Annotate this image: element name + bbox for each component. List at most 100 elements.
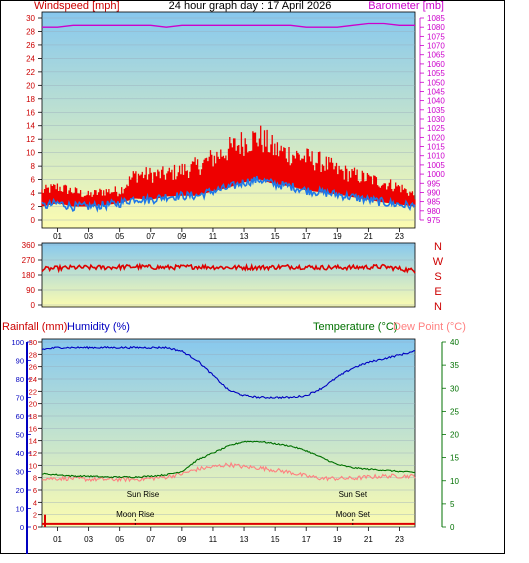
dewpoint-line	[41, 461, 416, 483]
compass-label: N	[434, 301, 442, 313]
rain-tick-label: 10	[29, 461, 37, 470]
direction-tick-label: 360	[22, 241, 36, 250]
wind-tick-label: 0	[31, 216, 36, 225]
climate-annotations: Sun Rise Sun Set Moon Rise Moon Set	[116, 490, 371, 527]
wind-tick-label: 26	[26, 41, 35, 50]
hour-tick-label: 07	[146, 232, 155, 241]
hour-tick-label: 19	[333, 535, 342, 544]
wind-tick-label: 12	[26, 135, 35, 144]
rain-tick-label: 2	[33, 511, 37, 520]
wind-tick-label: 2	[31, 203, 36, 212]
direction-tick-label: 0	[31, 301, 36, 310]
wind-tick-label: 24	[26, 54, 35, 63]
temperature-tick-label: 30	[450, 384, 459, 393]
wind-tick-label: 6	[31, 176, 36, 185]
barometer-tick-label: 1020	[427, 133, 445, 142]
wind-tick-label: 10	[26, 149, 35, 158]
windspeed-axis-title: Windspeed [mph]	[34, 0, 120, 12]
wind-hour-ticks: 01 03 05 07 09 11 13 15 17 19 21 23	[53, 228, 404, 241]
climate-hour-ticks: 01 03 05 07 09 11 13 15 17 19 21 23	[53, 527, 404, 544]
temperature-tick-label: 40	[450, 338, 459, 347]
hour-tick-label: 03	[84, 535, 93, 544]
rain-tick-label: 16	[29, 424, 37, 433]
humidity-tick-label: 70	[16, 394, 24, 403]
humidity-tick-label: 40	[16, 449, 24, 458]
barometer-tick-label: 1085	[427, 14, 445, 23]
barometer-tick-label: 1015	[427, 143, 445, 152]
barometer-tick-label: 1065	[427, 51, 445, 60]
hour-tick-label: 21	[364, 535, 373, 544]
rainfall-axis-title: Rainfall (mm)	[2, 321, 67, 333]
barometer-tick-label: 980	[427, 207, 441, 216]
barometer-tick-label: 1050	[427, 78, 445, 87]
barometer-tick-label: 975	[427, 216, 441, 225]
barometer-tick-label: 995	[427, 179, 441, 188]
barometer-tick-label: 1070	[427, 42, 445, 51]
barometer-tick-label: 1000	[427, 170, 445, 179]
wind-tick-label: 4	[31, 189, 36, 198]
humidity-tick-label: 0	[20, 523, 24, 532]
rain-tick-label: 18	[29, 412, 37, 421]
hour-tick-label: 17	[302, 232, 311, 241]
hour-tick-label: 05	[115, 232, 124, 241]
humidity-axis-title: Humidity (%)	[67, 321, 130, 333]
compass-label: E	[434, 286, 441, 298]
barometer-tick-label: 990	[427, 188, 441, 197]
barometer-tick-label: 1080	[427, 23, 445, 32]
compass-label: N	[434, 241, 442, 253]
barometer-axis-title: Barometer [mb]	[368, 0, 444, 12]
barometer-tick-label: 1055	[427, 69, 445, 78]
hour-tick-label: 21	[364, 232, 373, 241]
direction-series	[41, 262, 416, 274]
rain-tick-label: 0	[33, 523, 37, 532]
wind-direction-line	[41, 262, 416, 274]
hour-tick-label: 23	[395, 535, 404, 544]
wind-right-ticks: 9759809859909951000100510101015102010251…	[419, 14, 445, 225]
hour-tick-label: 05	[115, 535, 124, 544]
humidity-tick-label: 10	[16, 505, 24, 514]
rain-tick-label: 30	[29, 338, 37, 347]
rain-tick-label: 20	[29, 400, 37, 409]
humidity-tick-label: 20	[16, 486, 24, 495]
hour-tick-label: 19	[333, 232, 342, 241]
graph-title: 24 hour graph day : 17 April 2026	[169, 0, 332, 12]
moon-annotation: Moon Rise	[116, 510, 155, 519]
wind-tick-label: 8	[31, 162, 36, 171]
wind-gust-line	[41, 125, 416, 207]
rain-tick-label: 24	[29, 375, 37, 384]
wind-tick-label: 16	[26, 108, 35, 117]
outer-frame	[0, 0, 505, 554]
humidity-tick-label: 90	[16, 357, 24, 366]
hour-tick-label: 09	[177, 232, 186, 241]
temperature-line	[41, 440, 416, 479]
hour-tick-label: 15	[271, 232, 280, 241]
wind-tick-label: 18	[26, 95, 35, 104]
humidity-tick-label: 100	[11, 338, 24, 347]
rain-tick-label: 12	[29, 449, 37, 458]
barometer-tick-label: 1035	[427, 106, 445, 115]
moon-annotation: Moon Set	[336, 510, 371, 519]
wind-tick-label: 20	[26, 81, 35, 90]
sun-annotation: Sun Set	[339, 490, 368, 499]
hour-tick-label: 13	[240, 232, 249, 241]
hour-tick-label: 17	[302, 535, 311, 544]
humidity-tick-label: 30	[16, 468, 24, 477]
wind-series	[41, 22, 416, 213]
barometer-tick-label: 1030	[427, 115, 445, 124]
temperature-tick-label: 15	[450, 454, 459, 463]
temperature-tick-label: 5	[450, 500, 455, 509]
dewpoint-axis-title: Dew Point (°C)	[393, 321, 466, 333]
hour-tick-label: 11	[209, 232, 218, 241]
barometer-tick-label: 1025	[427, 124, 445, 133]
rain-tick-label: 28	[29, 350, 37, 359]
wind-tick-label: 30	[26, 14, 35, 23]
hour-tick-label: 01	[53, 535, 62, 544]
direction-tick-label: 90	[26, 286, 35, 295]
compass-label: W	[433, 256, 444, 268]
humidity-ticks: 0 10 20 30 40 50 60 70 80 90 100	[11, 338, 31, 532]
temperature-ticks: 0 5 10 15 20 25 30 35 40	[442, 338, 459, 532]
climate-panel-background	[41, 338, 416, 528]
